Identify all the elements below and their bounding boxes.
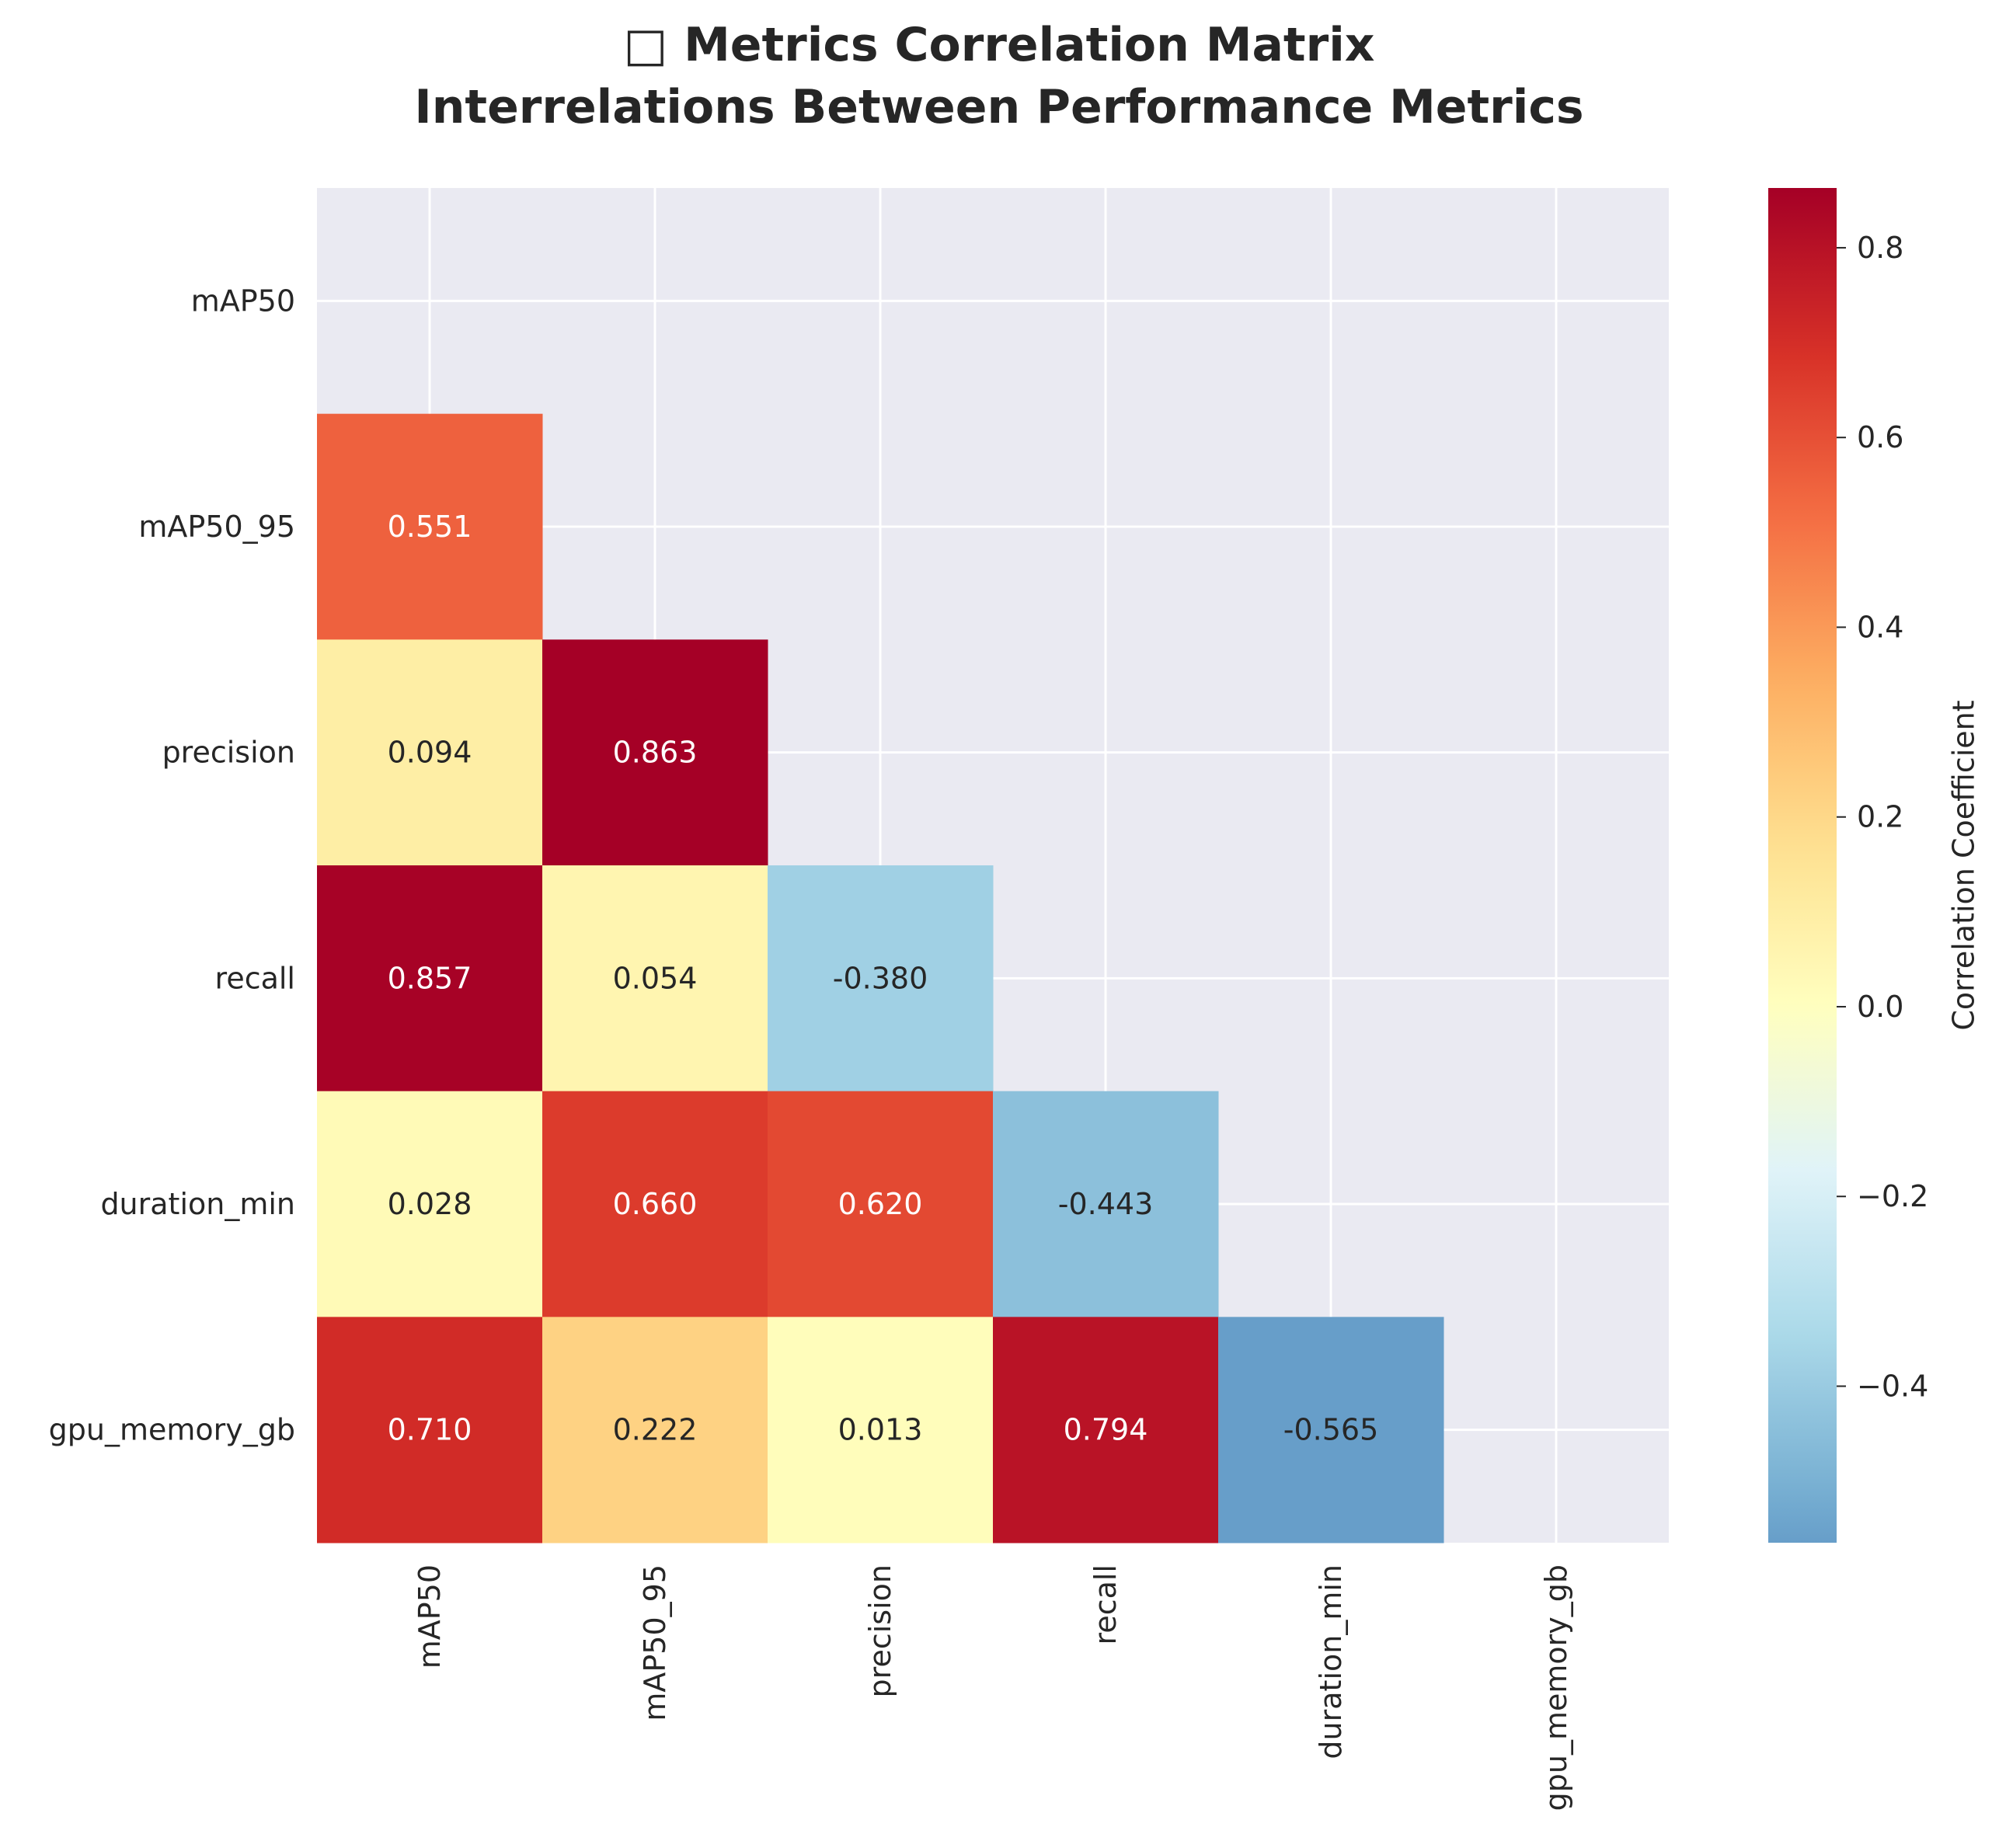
colorbar-tick-label: 0.8 <box>1857 231 1903 265</box>
x-tick-label: mAP50 <box>413 1564 447 1669</box>
x-tick-label: gpu_memory_gb <box>1539 1564 1573 1811</box>
y-tick-label: recall <box>215 961 295 995</box>
cell-value-label: 0.028 <box>388 1187 472 1221</box>
x-tick-label: precision <box>863 1564 897 1697</box>
cell-value-label: 0.710 <box>388 1413 472 1447</box>
heatmap-cell <box>542 1317 768 1543</box>
y-tick-label: gpu_memory_gb <box>49 1413 295 1447</box>
colorbar: 0.8 0.6 0.4 0.2 0.0 −0.2 −0.4 Correlation Coef… <box>1768 188 1981 1543</box>
colorbar-tick-label: −0.2 <box>1857 1179 1928 1213</box>
cell-value-label: 0.794 <box>1064 1413 1148 1447</box>
cell-value-label: 0.660 <box>613 1187 698 1221</box>
colorbar-gradient <box>1768 188 1837 1543</box>
y-tick-label: mAP50 <box>191 284 295 318</box>
cell-value-label: 0.551 <box>388 510 472 544</box>
chart-title-line-1: □ Metrics Correlation Matrix <box>624 18 1375 72</box>
heatmap-cell <box>317 413 543 640</box>
heatmap-cells <box>317 413 1444 1543</box>
colorbar-tick-label: 0.6 <box>1857 420 1903 454</box>
x-tick-labels: mAP50 mAP50_95 precision recall duration_min… <box>413 1564 1573 1811</box>
heatmap-cell <box>542 865 768 1092</box>
chart-title-line-2: Interrelations Between Performance Metri… <box>414 80 1583 134</box>
cell-value-label: 0.013 <box>838 1413 923 1447</box>
cell-value-label: -0.380 <box>833 961 928 995</box>
heatmap-cell <box>768 1091 994 1317</box>
y-tick-label: mAP50_95 <box>138 510 295 544</box>
heatmap-cell <box>317 639 543 866</box>
heatmap-cell <box>317 1091 543 1317</box>
heatmap-cell <box>768 865 994 1092</box>
colorbar-tick-label: 0.0 <box>1857 990 1903 1024</box>
colorbar-tick-label: −0.4 <box>1857 1369 1928 1403</box>
y-tick-label: precision <box>162 736 295 770</box>
heatmap-cell <box>542 1091 768 1317</box>
y-tick-label: duration_min <box>100 1187 295 1221</box>
cell-value-label: 0.863 <box>613 736 698 770</box>
cell-value-label: -0.565 <box>1283 1413 1379 1447</box>
cell-value-label: -0.443 <box>1058 1187 1154 1221</box>
heatmap-cell <box>317 865 543 1092</box>
heatmap-cell <box>1218 1317 1444 1543</box>
x-tick-label: recall <box>1088 1564 1123 1644</box>
colorbar-tick-label: 0.2 <box>1857 800 1903 834</box>
colorbar-label: Correlation Coefficient <box>1947 700 1981 1030</box>
heatmap-cell <box>542 639 768 866</box>
heatmap-cell <box>768 1317 994 1543</box>
colorbar-ticks: 0.8 0.6 0.4 0.2 0.0 −0.2 −0.4 <box>1837 231 1928 1403</box>
heatmap-cell-labels: 0.551 0.094 0.863 0.857 0.054 -0.380 0.028 0.66… <box>388 510 1379 1447</box>
colorbar-tick-label: 0.4 <box>1857 610 1903 644</box>
cell-value-label: 0.620 <box>838 1187 923 1221</box>
y-tick-labels: mAP50 mAP50_95 precision recall duration_min… <box>49 284 295 1446</box>
cell-value-label: 0.222 <box>613 1413 698 1447</box>
heatmap-cell <box>993 1091 1219 1317</box>
heatmap-cell <box>993 1317 1219 1543</box>
cell-value-label: 0.054 <box>613 961 698 995</box>
cell-value-label: 0.857 <box>388 961 472 995</box>
x-tick-label: duration_min <box>1314 1564 1348 1759</box>
cell-value-label: 0.094 <box>388 736 472 770</box>
x-tick-label: mAP50_95 <box>638 1564 672 1721</box>
heatmap-cell <box>317 1317 543 1543</box>
